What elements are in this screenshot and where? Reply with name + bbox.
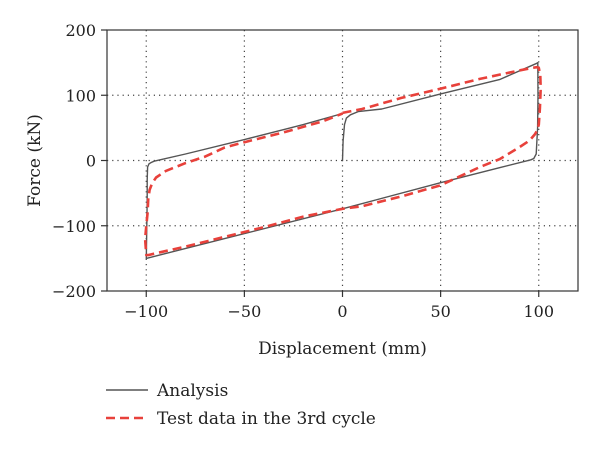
x-tick-label-0: −100	[124, 302, 168, 321]
y-tick-label-3: 100	[65, 86, 96, 105]
x-tick-label-1: −50	[227, 302, 261, 321]
series-layer	[143, 61, 542, 260]
legend-label-1: Test data in the 3rd cycle	[157, 409, 376, 429]
axis-ticks: −100 −50 0 50 100 −200 −100 0 100 200	[52, 21, 554, 321]
y-tick-label-4: 200	[65, 21, 96, 40]
legend-label-0: Analysis	[156, 381, 228, 401]
y-tick-label-0: −200	[52, 282, 96, 301]
y-tick-label-2: 0	[86, 152, 96, 171]
x-tick-label-4: 100	[523, 302, 554, 321]
legend: Analysis Test data in the 3rd cycle	[106, 381, 376, 429]
x-tick-label-2: 0	[337, 302, 347, 321]
series-line-1	[143, 65, 542, 257]
x-tick-label-3: 50	[430, 302, 450, 321]
x-axis-title: Displacement (mm)	[258, 339, 427, 359]
series-line-0	[145, 61, 539, 260]
y-axis-title: Force (kN)	[25, 114, 45, 207]
y-tick-label-1: −100	[52, 217, 96, 236]
